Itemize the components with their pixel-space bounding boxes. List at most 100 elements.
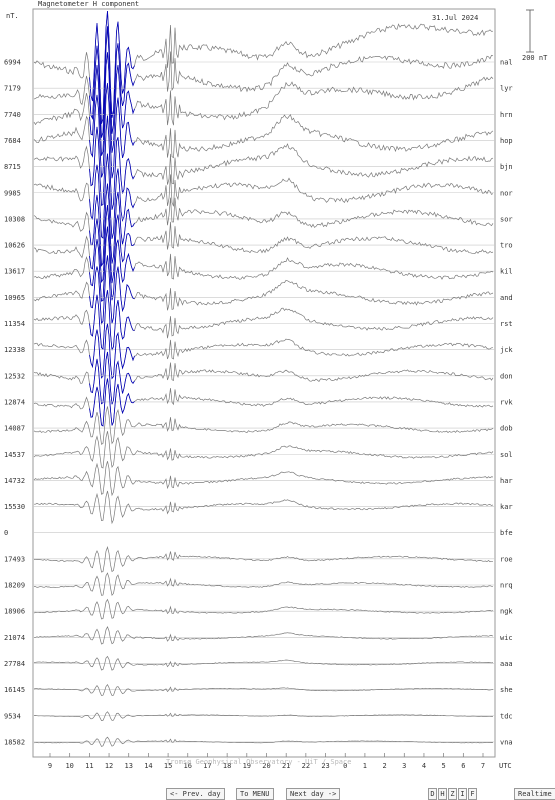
x-tick-label-16: 16: [184, 762, 192, 770]
station-label-vna: vna: [500, 738, 513, 746]
station-label-bfe: bfe: [500, 529, 513, 537]
component-button-f[interactable]: F: [468, 788, 477, 800]
x-tick-label-9: 9: [48, 762, 52, 770]
baseline-label-sor: 10308: [4, 215, 25, 223]
station-label-don: don: [500, 372, 513, 380]
trace-ngk: [33, 598, 494, 620]
baseline-label-ngk: 18906: [4, 608, 25, 616]
baseline-label-rvk: 12874: [4, 398, 25, 406]
station-label-roe: roe: [500, 555, 513, 563]
prev-day-button[interactable]: <- Prev. day: [166, 788, 225, 800]
component-button-i[interactable]: I: [458, 788, 467, 800]
trace-dob: [33, 406, 494, 445]
trace-active-don: [89, 351, 135, 405]
trace-nrq: [33, 572, 493, 597]
trace-active-nal: [89, 10, 135, 124]
trace-active-and: [89, 255, 135, 325]
station-label-tro: tro: [500, 242, 513, 250]
station-label-hrn: hrn: [500, 111, 513, 119]
unit-label: nT.: [6, 12, 19, 20]
x-tick-label-13: 13: [125, 762, 133, 770]
trace-she: [33, 683, 494, 696]
baseline-label-nal: 6994: [4, 59, 21, 67]
trace-active-hop: [89, 83, 135, 179]
trace-active-nor: [89, 153, 135, 239]
x-tick-label-2: 2: [382, 762, 386, 770]
x-tick-label-12: 12: [105, 762, 113, 770]
baseline-label-tro: 10626: [4, 242, 25, 250]
station-label-aaa: aaa: [500, 660, 513, 668]
component-button-z[interactable]: Z: [448, 788, 457, 800]
x-tick-label-22: 22: [302, 762, 310, 770]
trace-sor: [33, 183, 494, 267]
station-label-hop: hop: [500, 137, 513, 145]
baseline-label-she: 16145: [4, 686, 25, 694]
trace-active-lyr: [89, 26, 135, 138]
next-day-button[interactable]: Next day ->: [286, 788, 341, 800]
scale-bar-label: 200 nT: [522, 54, 548, 62]
component-button-d[interactable]: D: [428, 788, 437, 800]
x-tick-label-23: 23: [321, 762, 329, 770]
x-tick-label-11: 11: [85, 762, 93, 770]
station-label-sol: sol: [500, 451, 513, 459]
station-label-kil: kil: [500, 268, 513, 276]
x-tick-label-10: 10: [65, 762, 73, 770]
realtime-button[interactable]: Realtime: [514, 788, 555, 800]
baseline-label-vna: 18582: [4, 738, 25, 746]
baseline-label-hrn: 7740: [4, 111, 21, 119]
x-tick-label-3: 3: [402, 762, 406, 770]
trace-lyr: [33, 26, 494, 138]
trace-nal: [33, 10, 494, 124]
plot-frame: [32, 8, 496, 758]
credit-text: Tromsø Geophysical Observatory - UiT / S…: [166, 758, 352, 766]
component-button-h[interactable]: H: [438, 788, 447, 800]
x-axis-label: UTC: [499, 762, 512, 770]
to-menu-button[interactable]: To MENU: [236, 788, 274, 800]
baseline-label-don: 12532: [4, 372, 25, 380]
x-tick-label-4: 4: [422, 762, 426, 770]
station-label-rst: rst: [500, 320, 513, 328]
baseline-label-dob: 14087: [4, 425, 25, 433]
x-tick-label-5: 5: [442, 762, 446, 770]
baseline-label-jck: 12338: [4, 346, 25, 354]
baseline-label-rst: 11354: [4, 320, 25, 328]
trace-active-tro: [89, 205, 135, 284]
station-label-har: har: [500, 477, 513, 485]
baseline-label-kar: 15530: [4, 503, 25, 511]
x-tick-label-1: 1: [363, 762, 367, 770]
station-label-nal: nal: [500, 59, 513, 67]
date-label: 31.Jul 2024: [432, 14, 479, 22]
x-tick-label-6: 6: [461, 762, 465, 770]
station-label-lyr: lyr: [500, 85, 513, 93]
baseline-label-kil: 13617: [4, 268, 25, 276]
trace-active-rvk: [89, 378, 135, 427]
x-tick-label-19: 19: [243, 762, 251, 770]
baseline-label-tdc: 9534: [4, 712, 21, 720]
baseline-label-bjn: 8715: [4, 163, 21, 171]
station-label-dob: dob: [500, 425, 513, 433]
trace-kar: [34, 490, 494, 525]
station-label-wic: wic: [500, 634, 513, 642]
station-label-nrq: nrq: [500, 582, 513, 590]
x-tick-label-0: 0: [343, 762, 347, 770]
baseline-label-nrq: 18209: [4, 582, 25, 590]
station-label-rvk: rvk: [500, 398, 513, 406]
station-label-sor: sor: [500, 215, 513, 223]
station-label-kar: kar: [500, 503, 513, 511]
trace-active-jck: [89, 323, 135, 380]
x-tick-label-18: 18: [223, 762, 231, 770]
baseline-label-hop: 7684: [4, 137, 21, 145]
baseline-label-aaa: 27784: [4, 660, 25, 668]
trace-and: [33, 255, 494, 325]
x-tick-label-17: 17: [203, 762, 211, 770]
baseline-label-and: 10965: [4, 294, 25, 302]
trace-hrn: [33, 52, 494, 156]
baseline-label-nor: 9985: [4, 189, 21, 197]
baseline-label-bfe: 0: [4, 529, 8, 537]
x-tick-label-21: 21: [282, 762, 290, 770]
x-tick-label-14: 14: [144, 762, 152, 770]
x-tick-label-15: 15: [164, 762, 172, 770]
station-label-jck: jck: [500, 346, 513, 354]
baseline-label-sol: 14537: [4, 451, 25, 459]
